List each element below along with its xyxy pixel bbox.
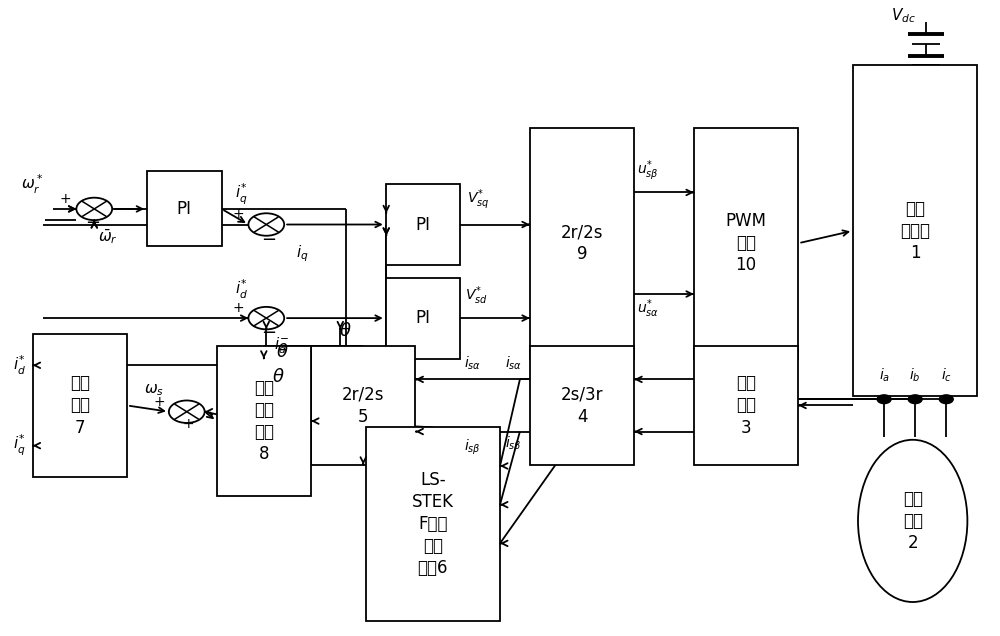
Text: −: − (261, 231, 276, 249)
Text: −: − (261, 324, 276, 342)
Text: 电流
检测
3: 电流 检测 3 (736, 374, 756, 437)
Bar (530, 346, 634, 465)
Text: +: + (60, 192, 71, 206)
Bar (853, 66, 977, 396)
Text: $\omega_r^*$: $\omega_r^*$ (21, 173, 43, 197)
Text: $\bar{\omega}_r$: $\bar{\omega}_r$ (98, 228, 118, 247)
Text: $i_d^{*}$: $i_d^{*}$ (13, 354, 26, 377)
Text: $\theta$: $\theta$ (272, 368, 284, 386)
Text: $V_{sq}^{*}$: $V_{sq}^{*}$ (467, 188, 490, 212)
Text: +: + (233, 207, 244, 221)
Bar (386, 184, 460, 265)
Text: 2s/3r
4: 2s/3r 4 (561, 385, 603, 425)
Bar (33, 334, 127, 477)
Text: PI: PI (415, 309, 430, 327)
Text: −: − (85, 214, 100, 232)
Bar (217, 346, 311, 496)
Bar (386, 277, 460, 359)
Text: +: + (183, 417, 195, 431)
Text: 三相
逆变器
1: 三相 逆变器 1 (900, 200, 930, 262)
Text: $i_a$: $i_a$ (879, 366, 890, 384)
Text: $i_{s\alpha}$: $i_{s\alpha}$ (505, 354, 522, 372)
Circle shape (877, 395, 891, 404)
Circle shape (76, 198, 112, 220)
Circle shape (169, 401, 205, 423)
Text: PI: PI (177, 200, 192, 218)
Text: $i_{s\alpha}$: $i_{s\alpha}$ (464, 354, 481, 372)
Text: $i_{s\beta}$: $i_{s\beta}$ (464, 438, 481, 457)
Text: 异步
电机
2: 异步 电机 2 (903, 490, 923, 552)
Text: PWM
发生
10: PWM 发生 10 (726, 212, 767, 274)
Text: $\theta$: $\theta$ (339, 322, 351, 340)
Text: +: + (233, 301, 244, 315)
Circle shape (248, 213, 284, 236)
Circle shape (248, 307, 284, 329)
Text: +: + (153, 395, 165, 409)
Text: $\omega_s$: $\omega_s$ (144, 382, 164, 398)
Bar (694, 128, 798, 359)
Text: PI: PI (415, 216, 430, 233)
Circle shape (908, 395, 922, 404)
Bar (694, 346, 798, 465)
Text: $i_q^{*}$: $i_q^{*}$ (235, 182, 248, 207)
Bar (530, 128, 634, 359)
Text: 旋转
角度
计算
8: 旋转 角度 计算 8 (254, 379, 274, 464)
Text: $\theta$: $\theta$ (276, 343, 288, 361)
Bar (366, 427, 500, 621)
Text: $u_{s\beta}^{*}$: $u_{s\beta}^{*}$ (637, 158, 659, 183)
Text: $i_b$: $i_b$ (909, 366, 921, 384)
Circle shape (939, 395, 953, 404)
Text: $i_d^{-}$: $i_d^{-}$ (274, 336, 289, 356)
Text: $V_{dc}$: $V_{dc}$ (891, 6, 916, 25)
Text: $i_{s\beta}$: $i_{s\beta}$ (505, 434, 522, 454)
Text: $i_q$: $i_q$ (296, 243, 309, 264)
Text: $V_{sd}^{*}$: $V_{sd}^{*}$ (465, 284, 488, 307)
Bar (147, 172, 222, 246)
Bar (311, 346, 415, 465)
Text: 2r/2s
5: 2r/2s 5 (342, 385, 385, 425)
Text: $i_c$: $i_c$ (941, 366, 952, 384)
Ellipse shape (858, 439, 967, 602)
Text: $i_d^{*}$: $i_d^{*}$ (235, 277, 248, 301)
Text: 转差
计算
7: 转差 计算 7 (70, 374, 90, 437)
Text: $i_q^{*}$: $i_q^{*}$ (13, 433, 25, 458)
Text: 2r/2s
9: 2r/2s 9 (561, 223, 603, 263)
Text: LS-
STEK
F转速
估计
模块6: LS- STEK F转速 估计 模块6 (412, 471, 454, 577)
Text: $u_{s\alpha}^{*}$: $u_{s\alpha}^{*}$ (637, 297, 659, 320)
